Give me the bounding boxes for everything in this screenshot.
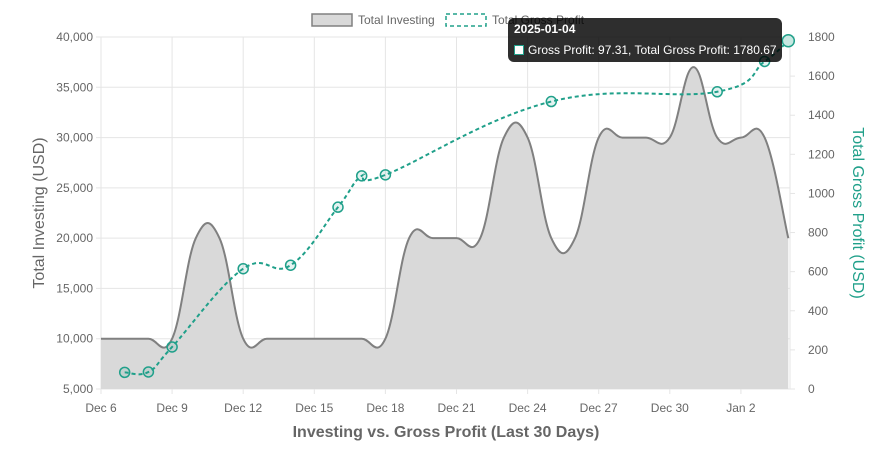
profit-point[interactable] [781,34,796,48]
x-tick-label: Dec 12 [224,401,262,415]
legend-label-investing: Total Investing [358,13,435,27]
legend-swatch-investing [311,13,353,27]
y-right-tick-label: 1800 [808,30,835,44]
y-left-tick-label: 5,000 [63,382,93,396]
x-tick-label: Dec 21 [437,401,475,415]
x-tick-label: Dec 15 [295,401,333,415]
y-left-tick-label: 20,000 [56,231,93,245]
profit-point[interactable] [118,366,131,379]
y-right-tick-label: 400 [808,304,828,318]
y-right-tick-label: 800 [808,226,828,240]
profit-point[interactable] [711,86,723,98]
y-left-tick-label: 40,000 [56,30,93,44]
y-left-tick-label: 25,000 [56,181,93,195]
y-right-tick-label: 200 [808,343,828,357]
x-tick-label: Dec 18 [366,401,404,415]
tooltip-swatch [514,45,524,55]
x-tick-label: Dec 9 [156,401,188,415]
y-left-tick-label: 15,000 [56,281,93,295]
profit-line-series [118,34,796,379]
y-left-tick-label: 35,000 [56,80,93,94]
investing-line [101,66,790,349]
y-right-tick-label: 1400 [808,108,835,122]
y-right-axis-title: Total Gross Profit (USD) [849,127,866,299]
y-right-tick-label: 1000 [808,186,835,200]
x-tick-label: Dec 27 [580,401,618,415]
profit-point[interactable] [237,262,249,275]
profit-point[interactable] [545,95,558,108]
y-right-tick-label: 1200 [808,147,835,161]
legend-swatch-profit [445,13,487,27]
profit-point[interactable] [332,201,344,213]
axis-ticks: Dec 6 Dec 9 Dec 12 Dec 15 Dec 18 Dec 21 Dec 24… [56,30,835,415]
x-axis-title: Investing vs. Gross Profit (Last 30 Days… [293,424,600,441]
x-tick-label: Jan 2 [726,401,756,415]
y-left-tick-label: 30,000 [56,131,93,145]
profit-point[interactable] [142,366,155,378]
legend-item-total-investing[interactable]: Total Investing [311,13,435,27]
investing-area-series [101,66,790,390]
tooltip-body: Gross Profit: 97.31, Total Gross Profit:… [528,43,777,57]
profit-point[interactable] [166,341,178,353]
y-right-tick-label: 1600 [808,69,835,83]
y-right-tick-label: 0 [808,382,815,396]
tooltip-title: 2025-01-04 [514,22,576,36]
y-left-axis-title: Total Investing (USD) [31,137,48,288]
y-left-tick-label: 10,000 [56,332,93,346]
y-right-tick-label: 600 [808,265,828,279]
x-tick-label: Dec 6 [85,401,117,415]
profit-point[interactable] [379,169,392,181]
profit-point[interactable] [355,170,368,182]
tooltip: 2025-01-04 Gross Profit: 97.31, Total Gr… [508,18,782,62]
x-tick-label: Dec 24 [509,401,547,415]
x-tick-label: Dec 30 [651,401,689,415]
investing-area-fill [101,67,789,390]
profit-point[interactable] [284,259,297,271]
